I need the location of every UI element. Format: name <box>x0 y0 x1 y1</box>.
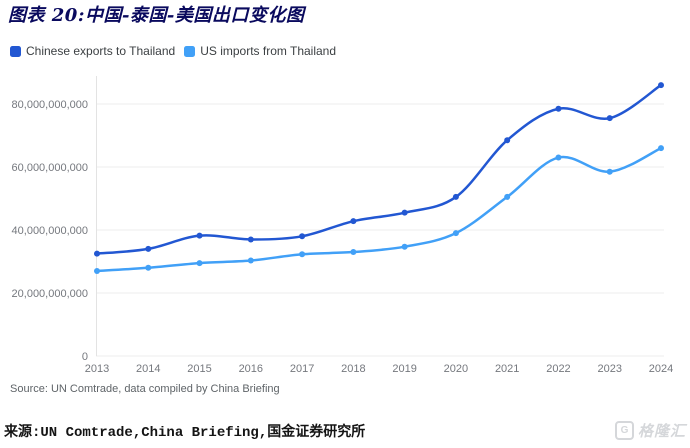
y-tick-label: 40,000,000,000 <box>12 225 88 237</box>
data-point <box>401 243 408 250</box>
data-point <box>658 145 664 152</box>
gelonghui-watermark: G 格隆汇 <box>614 420 686 441</box>
data-point <box>555 154 562 161</box>
data-point <box>658 82 664 89</box>
legend-item-us-imports: US imports from Thailand <box>184 44 336 58</box>
legend-label: Chinese exports to Thailand <box>26 44 176 58</box>
source-note: Source: UN Comtrade, data compiled by Ch… <box>10 383 280 395</box>
data-point <box>299 233 306 240</box>
y-tick-label: 60,000,000,000 <box>12 162 88 174</box>
x-tick-label: 2017 <box>290 363 314 375</box>
x-tick-label: 2021 <box>495 363 519 375</box>
gelonghui-logo-icon: G <box>614 421 634 440</box>
legend-swatch-series2 <box>184 45 196 57</box>
x-tick-label: 2020 <box>444 363 468 375</box>
data-point <box>452 193 459 200</box>
data-point <box>504 137 511 144</box>
data-point <box>452 230 459 237</box>
figure-title: 图表 20:中国-泰国-美国出口变化图 <box>8 5 305 26</box>
data-point <box>196 232 203 239</box>
x-tick-label: 2018 <box>341 363 365 375</box>
data-point <box>350 249 357 256</box>
data-point <box>247 236 254 243</box>
y-tick-label: 20,000,000,000 <box>12 288 88 300</box>
x-tick-label: 2015 <box>187 363 211 375</box>
data-point <box>504 193 511 200</box>
legend-swatch-series1 <box>10 45 21 57</box>
line-chart: 0 20,000,000,000 40,000,000,000 60,000,000,… <box>12 76 673 375</box>
y-tick-label: 80,000,000,000 <box>12 99 88 111</box>
data-point <box>145 264 152 271</box>
data-point <box>94 250 100 257</box>
x-tick-label: 2019 <box>392 363 416 375</box>
data-point <box>247 257 254 264</box>
figure-caption: 来源:UN Comtrade,China Briefing,国金证券研究所 <box>4 425 366 441</box>
data-point <box>94 267 100 274</box>
x-tick-label: 2013 <box>85 363 109 375</box>
x-tick-label: 2023 <box>597 363 621 375</box>
data-point <box>606 168 613 175</box>
watermark-text: 格隆汇 <box>637 423 686 440</box>
x-tick-label: 2024 <box>649 363 673 375</box>
x-tick-label: 2022 <box>546 363 570 375</box>
series-line-2 <box>95 146 663 273</box>
data-point <box>350 218 357 225</box>
series-line-1 <box>95 83 663 255</box>
chart-legend: Chinese exports to Thailand US imports f… <box>10 44 336 58</box>
x-tick-label: 2014 <box>136 363 160 375</box>
data-point <box>606 115 613 122</box>
x-tick-label: 2016 <box>239 363 263 375</box>
data-point <box>299 251 306 258</box>
legend-item-chinese-exports: Chinese exports to Thailand <box>10 44 175 58</box>
data-point <box>145 245 152 252</box>
data-point <box>555 105 562 112</box>
legend-label: US imports from Thailand <box>200 44 337 58</box>
y-tick-label: 0 <box>82 351 88 363</box>
data-point <box>401 209 408 216</box>
data-point <box>196 260 203 267</box>
